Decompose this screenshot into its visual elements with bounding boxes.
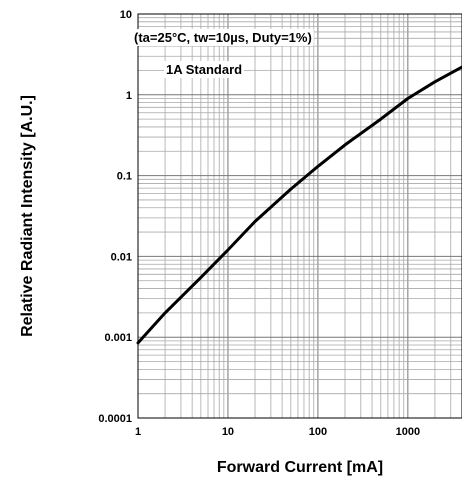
annotation-background	[132, 29, 314, 46]
annotation-text: 1A Standard	[166, 62, 242, 77]
y-axis-title: Relative Radiant Intensity [A.U.]	[19, 95, 36, 337]
x-tick-label: 10	[222, 426, 234, 438]
annotation: 1A Standard	[164, 61, 245, 78]
y-tick-label: 0.01	[111, 251, 132, 263]
series-line	[136, 65, 462, 345]
x-tick-label: 1	[135, 426, 141, 438]
annotation-text: (ta=25°C, tw=10µs, Duty=1%)	[134, 30, 312, 45]
y-tick-label: 0.001	[104, 332, 132, 344]
tick-labels: 1 10 100 1000 10 1 0.1 0.01 0.001 0.0001	[98, 9, 420, 438]
grid	[137, 13, 462, 419]
y-tick-label: 0.0001	[98, 413, 132, 425]
y-tick-label: 1	[126, 90, 132, 102]
annotation: (ta=25°C, tw=10µs, Duty=1%)	[132, 29, 314, 46]
x-axis-title: Forward Current [mA]	[217, 459, 383, 476]
series	[136, 65, 462, 345]
x-tick-label: 100	[309, 426, 327, 438]
annotations: (ta=25°C, tw=10µs, Duty=1%) 1A Standard	[132, 29, 314, 78]
y-tick-label: 0.1	[117, 171, 132, 183]
y-tick-label: 10	[120, 9, 132, 21]
annotation-background	[164, 61, 245, 78]
plot-frame	[137, 13, 462, 419]
x-tick-label: 1000	[396, 426, 420, 438]
